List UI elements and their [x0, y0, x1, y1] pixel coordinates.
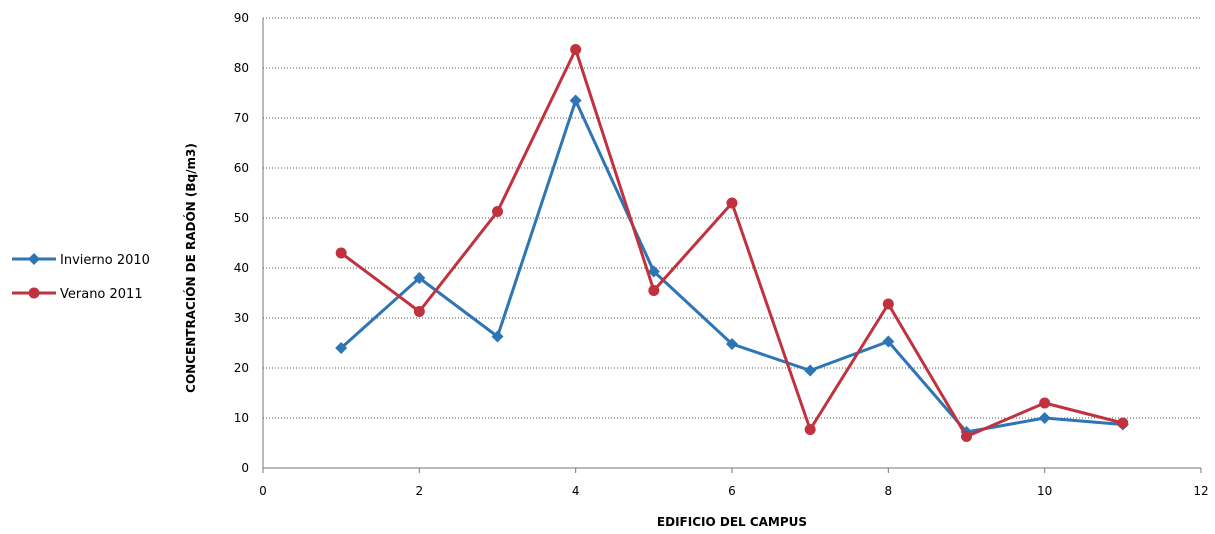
- y-tick-label-60: 60: [234, 161, 249, 175]
- series-1-point-4: [569, 94, 582, 107]
- legend-entry-2: Verano 2011: [12, 287, 143, 302]
- x-axis-title: EDIFICIO DEL CAMPUS: [657, 515, 807, 529]
- x-tick-label-2: 2: [416, 484, 424, 498]
- series-1-point-1: [335, 342, 348, 354]
- axis-layer: 0 10 20 30 40 50 60 70 80 90 0 2 4 6 8 10 12: [234, 11, 1209, 498]
- series-2-point-7: [804, 424, 816, 435]
- x-tick-label-4: 4: [572, 484, 580, 498]
- x-tick-label-10: 10: [1037, 484, 1052, 498]
- y-axis-title: CONCENTRACIÓN DE RADÓN (Bq/m3): [183, 143, 198, 393]
- y-tick-label-90: 90: [234, 11, 249, 25]
- series-2-point-10: [1039, 397, 1051, 409]
- y-tick-label-0: 0: [241, 461, 249, 475]
- legend: Invierno 2010 Verano 2011: [12, 253, 150, 302]
- y-tick-label-20: 20: [234, 361, 249, 375]
- x-tick-label-6: 6: [728, 484, 736, 498]
- y-tick-label-50: 50: [234, 211, 249, 225]
- series-2-point-2: [413, 306, 425, 317]
- series-2-point-3: [492, 206, 503, 217]
- legend-marker-2: [28, 287, 40, 299]
- series-line-2: [340, 48, 1124, 438]
- series-1-point-10: [1038, 412, 1051, 424]
- series-1-point-8: [882, 335, 895, 348]
- series-1-point-6: [726, 338, 738, 350]
- grid-layer: [263, 17, 1201, 419]
- series-2-point-6: [726, 197, 738, 209]
- legend-entry-1: Invierno 2010: [12, 253, 150, 268]
- series-1-point-5: [647, 265, 660, 278]
- y-tick-label-30: 30: [234, 311, 249, 325]
- legend-label-1: Invierno 2010: [60, 253, 150, 268]
- series-2-point-11: [1117, 417, 1129, 429]
- y-tick-label-80: 80: [234, 61, 249, 75]
- series-2-point-9: [961, 431, 972, 442]
- series-1-point-7: [804, 364, 817, 377]
- series-line-1: [340, 99, 1123, 434]
- y-tick-label-70: 70: [234, 111, 249, 125]
- x-tick-label-0: 0: [259, 484, 267, 498]
- series-1-point-2: [413, 272, 426, 284]
- series-2: [335, 44, 1129, 442]
- series-1-point-3: [491, 330, 504, 343]
- x-tick-label-12: 12: [1193, 484, 1208, 498]
- y-tick-label-10: 10: [234, 411, 249, 425]
- x-tick-label-8: 8: [885, 484, 893, 498]
- y-tick-label-40: 40: [234, 261, 249, 275]
- legend-marker-1: [28, 253, 40, 265]
- series-2-point-1: [335, 247, 347, 259]
- series-2-point-8: [882, 298, 894, 310]
- series-2-point-5: [648, 285, 660, 296]
- legend-label-2: Verano 2011: [60, 287, 143, 302]
- series-layer: [335, 44, 1129, 442]
- series-2-point-4: [570, 44, 582, 55]
